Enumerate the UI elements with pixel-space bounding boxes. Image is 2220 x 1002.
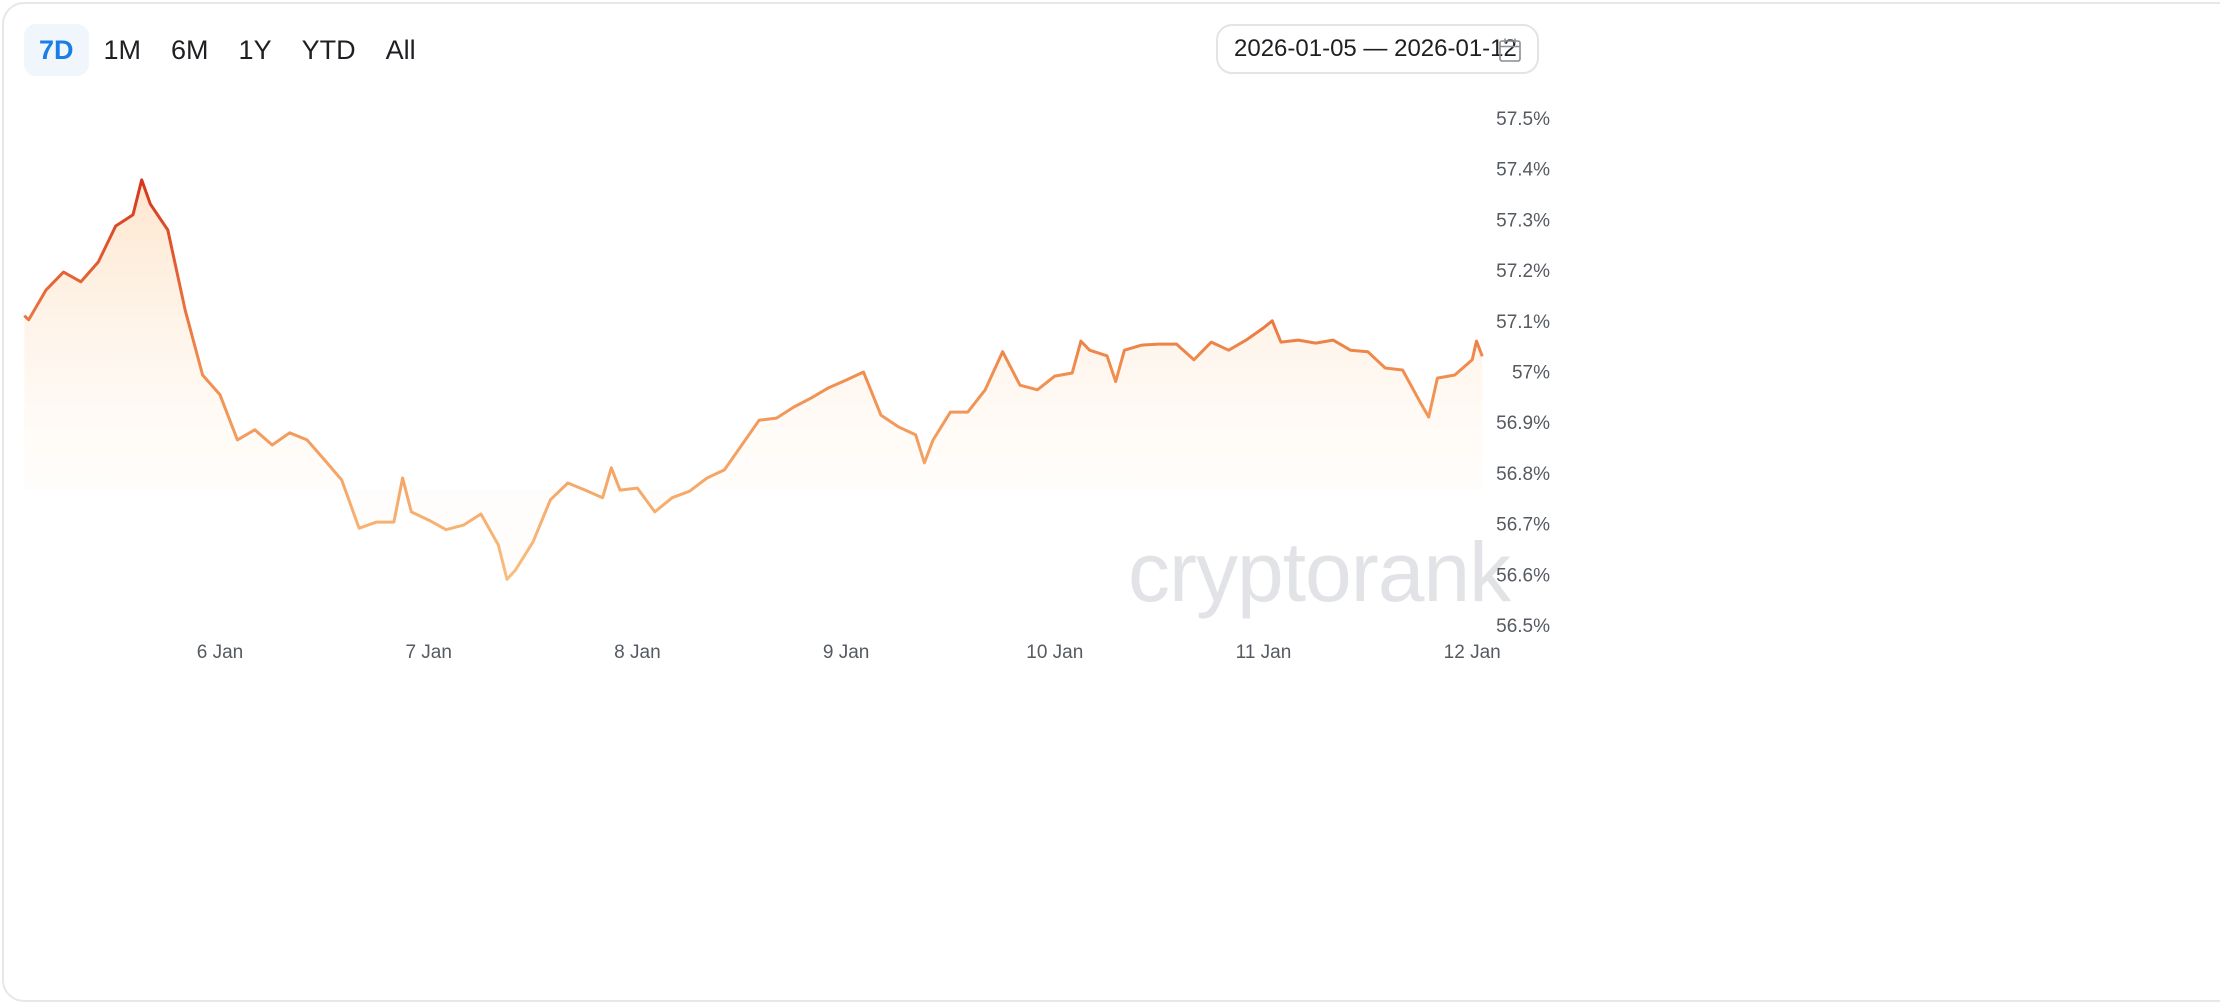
calendar-icon[interactable]	[1499, 38, 1521, 69]
y-tick-label: 57.2%	[1496, 261, 1550, 282]
series-line	[23, 178, 1484, 581]
x-axis: 6 Jan 7 Jan 8 Jan 9 Jan 10 Jan 11 Jan 12 Jan	[197, 642, 1501, 663]
date-range-picker[interactable]: 2026-01-05 — 2026-01-12	[1216, 24, 1539, 74]
x-tick-label: 12 Jan	[1444, 642, 1501, 663]
y-tick-label: 57%	[1512, 363, 1550, 384]
y-tick-label: 56.8%	[1496, 464, 1550, 485]
range-selector: 7D 1M 6M 1Y YTD All	[24, 24, 431, 76]
range-all[interactable]: All	[385, 34, 416, 65]
x-tick-label: 10 Jan	[1026, 642, 1083, 663]
cryptorank-watermark: cryptorank	[1128, 525, 1511, 619]
range-ytd[interactable]: YTD	[301, 34, 356, 65]
y-tick-label: 56.6%	[1496, 565, 1550, 586]
y-tick-label: 56.9%	[1496, 413, 1550, 434]
y-tick-label: 57.1%	[1496, 312, 1550, 333]
y-tick-label: 56.5%	[1496, 616, 1550, 637]
date-range-text: 2026-01-05 — 2026-01-12	[1234, 35, 1517, 62]
y-tick-label: 57.4%	[1496, 160, 1550, 181]
x-tick-label: 9 Jan	[823, 642, 869, 663]
x-tick-label: 7 Jan	[405, 642, 451, 663]
area-fill	[24, 179, 1483, 580]
range-7d[interactable]: 7D	[24, 24, 89, 76]
y-tick-label: 57.5%	[1496, 109, 1550, 130]
range-1y[interactable]: 1Y	[238, 34, 272, 65]
y-axis: 57.5% 57.4% 57.3% 57.2% 57.1% 57% 56.9% 56.8% 56…	[1496, 109, 1550, 637]
range-1m[interactable]: 1M	[103, 34, 142, 65]
range-6m[interactable]: 6M	[171, 34, 209, 65]
y-tick-label: 57.3%	[1496, 210, 1550, 231]
x-tick-label: 11 Jan	[1236, 642, 1292, 663]
y-tick-label: 56.7%	[1496, 515, 1550, 536]
x-tick-label: 6 Jan	[197, 642, 243, 663]
x-tick-label: 8 Jan	[614, 642, 660, 663]
chart-svg: 57.5% 57.4% 57.3% 57.2% 57.1% 57% 56.9% 56.8% 56…	[23, 109, 1550, 663]
